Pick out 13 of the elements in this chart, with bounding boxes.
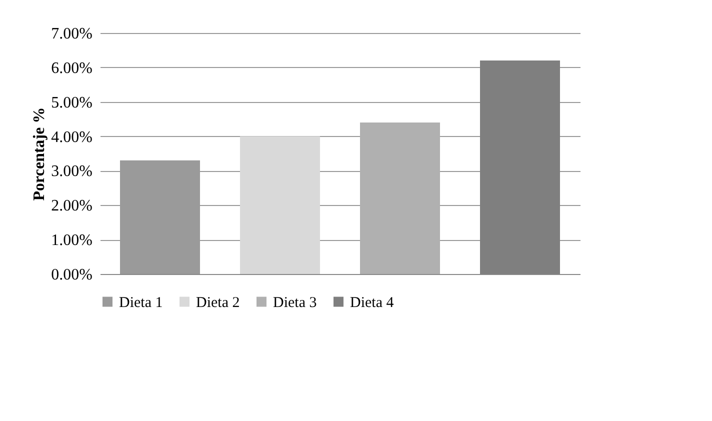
y-axis-title: Porcentaje % (31, 107, 48, 201)
y-tick-label: 1.00% (51, 232, 92, 250)
legend-label: Dieta 2 (196, 294, 240, 311)
legend-label: Dieta 1 (119, 294, 163, 311)
y-tick-label: 0.00% (51, 266, 92, 284)
y-tick-label: 3.00% (51, 163, 92, 180)
y-tick-label: 4.00% (51, 128, 92, 146)
y-tick-label: 7.00% (51, 26, 92, 42)
y-tick-label: 5.00% (51, 94, 92, 112)
legend-label: Dieta 4 (350, 294, 394, 311)
legend-label: Dieta 3 (273, 294, 317, 311)
y-tick-label: 6.00% (51, 60, 92, 77)
y-tick-label: 2.00% (51, 198, 92, 215)
